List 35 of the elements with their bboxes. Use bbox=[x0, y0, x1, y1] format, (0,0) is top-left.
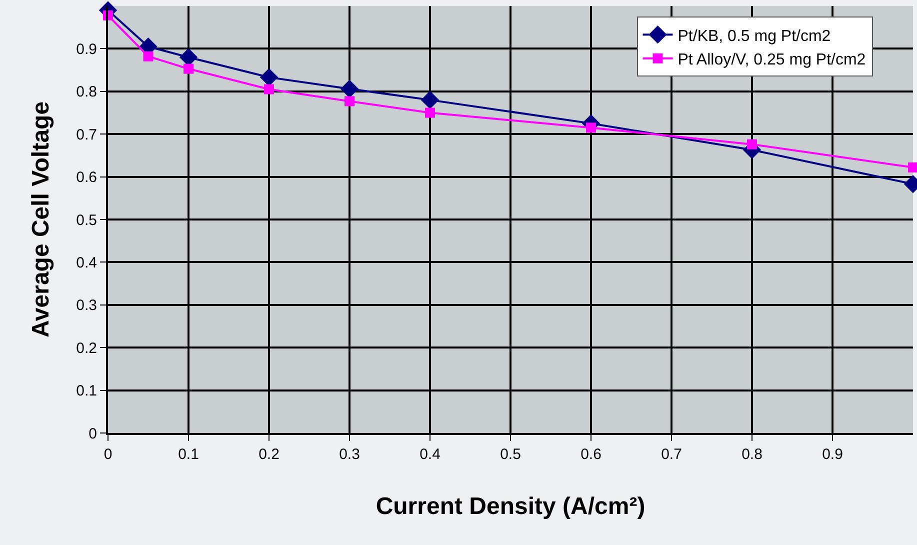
point bbox=[420, 90, 440, 110]
legend-label: Pt/KB, 0.5 mg Pt/cm2 bbox=[678, 28, 831, 45]
y-tick-label: 0.8 bbox=[76, 84, 97, 101]
point bbox=[260, 68, 278, 86]
y-tick-label: 0.7 bbox=[76, 126, 97, 144]
point bbox=[264, 84, 274, 94]
y-tick-label: 0.5 bbox=[76, 212, 97, 229]
y-tick-label: 0.9 bbox=[76, 40, 97, 58]
y-tick-label: 0.3 bbox=[76, 297, 97, 314]
point bbox=[344, 96, 354, 106]
point bbox=[908, 162, 917, 172]
y-tick-label: 0.6 bbox=[76, 169, 97, 186]
x-tick-label: 0.6 bbox=[580, 446, 602, 463]
x-tick-label: 0.2 bbox=[258, 446, 280, 463]
point bbox=[747, 139, 757, 150]
point bbox=[184, 64, 194, 74]
x-tick-label: 0.7 bbox=[661, 446, 682, 463]
y-tick-label: 0.2 bbox=[76, 340, 97, 357]
x-tick-label: 0.8 bbox=[742, 446, 762, 463]
point bbox=[425, 108, 435, 118]
x-tick-label: 0.9 bbox=[822, 446, 843, 463]
x-tick-label: 0.4 bbox=[420, 446, 440, 463]
x-tick-label: 0.1 bbox=[178, 446, 199, 463]
y-tick-label: 0.4 bbox=[76, 254, 97, 272]
legend-label: Pt Alloy/V, 0.25 mg Pt/cm2 bbox=[678, 52, 866, 69]
y-tick-label: 0.1 bbox=[76, 382, 97, 400]
x-tick-label: 0.5 bbox=[500, 446, 521, 463]
y-tick-label: 0 bbox=[88, 425, 97, 442]
x-axis-title: Current Density (A/cm²) bbox=[376, 492, 646, 520]
point bbox=[586, 122, 596, 133]
point bbox=[143, 51, 154, 62]
x-tick-label: 0.3 bbox=[339, 446, 360, 463]
y-axis-title: Average Cell Voltage bbox=[28, 101, 55, 338]
x-tick-label: 0 bbox=[104, 446, 112, 463]
point bbox=[340, 80, 359, 98]
